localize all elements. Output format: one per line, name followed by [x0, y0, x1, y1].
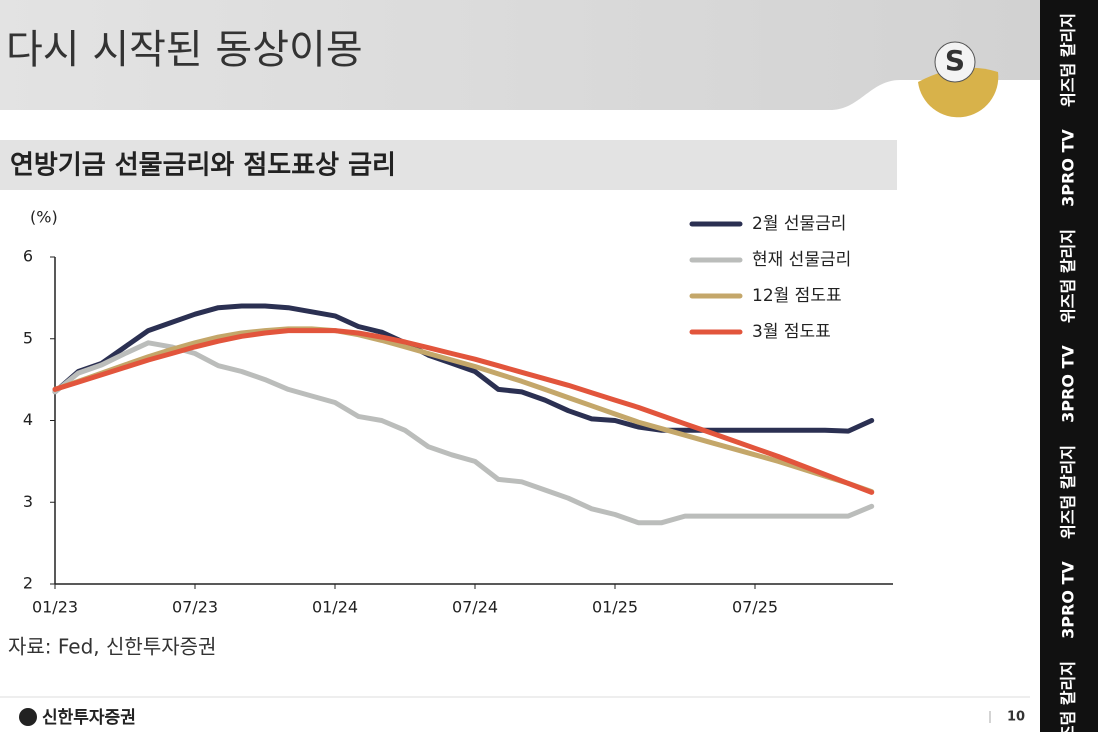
- sidebar-text: 3PRO TV: [1059, 345, 1078, 423]
- y-unit: (%): [30, 208, 58, 227]
- legend-label: 현재 선물금리: [752, 250, 851, 270]
- sidebar-text: 위즈덤 칼리지: [1059, 445, 1078, 539]
- x-tick-label: 07/23: [172, 598, 218, 617]
- y-tick-label: 6: [23, 247, 33, 266]
- x-tick-label: 01/25: [592, 598, 638, 617]
- page-number: 10: [1007, 710, 1025, 725]
- x-tick-label: 01/23: [32, 598, 78, 617]
- sidebar-text: 위즈덤 칼리지: [1059, 229, 1078, 323]
- series-line: [52, 303, 875, 434]
- y-tick-label: 5: [23, 328, 33, 347]
- y-tick-label: 2: [23, 574, 33, 593]
- source: 자료: Fed, 신한투자증권: [8, 635, 216, 659]
- legend-label: 12월 점도표: [752, 286, 842, 306]
- x-tick-label: 07/24: [452, 598, 498, 617]
- legend-label: 3월 점도표: [752, 322, 831, 342]
- svg-text:S: S: [945, 44, 965, 77]
- series-line: [52, 328, 875, 495]
- sidebar-text: 위즈덤 칼리지: [1059, 661, 1078, 732]
- logo-illustration: S: [918, 41, 999, 118]
- footer-logo-icon: [19, 708, 37, 726]
- sidebar-text: 3PRO TV: [1059, 561, 1078, 639]
- x-tick-label: 07/25: [732, 598, 778, 617]
- footer-logo: 신한투자증권: [42, 708, 136, 728]
- sidebar-text: 위즈덤 칼리지: [1059, 13, 1078, 107]
- x-tick-label: 01/24: [312, 598, 358, 617]
- y-tick-label: 4: [23, 410, 33, 429]
- page-title: 다시 시작된 동상이몽: [6, 27, 363, 73]
- series-line: [52, 340, 875, 526]
- series-line: [52, 326, 875, 495]
- header-band: [0, 0, 1040, 110]
- chart-title: 연방기금 선물금리와 점도표상 금리: [10, 151, 396, 181]
- side-band: [1040, 0, 1098, 732]
- subtitle-band: [0, 140, 897, 190]
- sidebar-text: 3PRO TV: [1059, 129, 1078, 207]
- y-tick-label: 3: [23, 492, 33, 511]
- legend-label: 2월 선물금리: [752, 214, 846, 234]
